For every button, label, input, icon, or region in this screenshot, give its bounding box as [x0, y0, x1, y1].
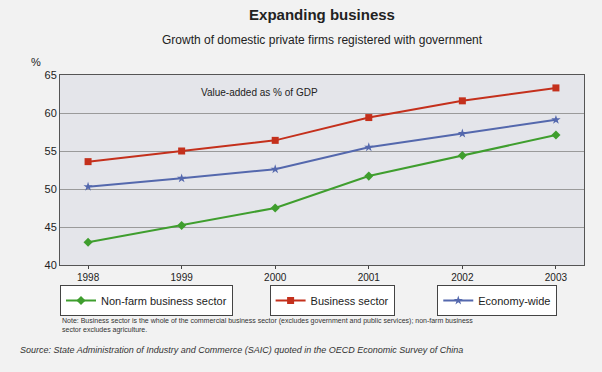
svg-text:Growth of domestic private fir: Growth of domestic private firms registe… [162, 33, 483, 47]
svg-text:Non-farm business sector: Non-farm business sector [101, 295, 227, 307]
svg-text:Note: Business sector is the w: Note: Business sector is the whole of th… [62, 317, 473, 334]
svg-text:2001: 2001 [358, 272, 381, 283]
svg-text:1998: 1998 [77, 272, 100, 283]
svg-text:45: 45 [45, 221, 57, 233]
svg-text:Economy-wide: Economy-wide [478, 295, 550, 307]
svg-text:Business sector: Business sector [311, 295, 389, 307]
svg-text:Expanding business: Expanding business [249, 6, 395, 23]
svg-text:1999: 1999 [171, 272, 194, 283]
svg-text:50: 50 [45, 183, 57, 195]
svg-text:60: 60 [45, 107, 57, 119]
svg-text:2002: 2002 [451, 272, 474, 283]
svg-text:Source: State Administration o: Source: State Administration of Industry… [20, 345, 463, 355]
svg-text:65: 65 [45, 69, 57, 81]
svg-text:%: % [31, 56, 41, 68]
svg-text:40: 40 [45, 259, 57, 271]
svg-text:55: 55 [45, 145, 57, 157]
svg-text:2000: 2000 [264, 272, 287, 283]
svg-text:2003: 2003 [545, 272, 568, 283]
svg-text:Value-added as % of GDP: Value-added as % of GDP [201, 87, 318, 98]
